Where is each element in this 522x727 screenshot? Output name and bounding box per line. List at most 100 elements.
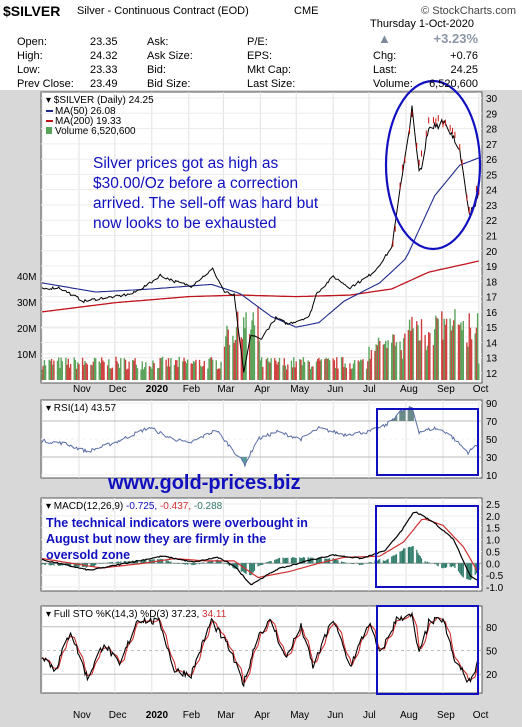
bid-label: Bid: [147,64,166,76]
last-value: 24.25 [450,64,478,76]
y-tick-label: 25 [486,170,498,181]
y-tick-label: 1.5 [486,524,500,535]
volume-bar [468,313,470,380]
y-tick-label: 19 [486,262,498,273]
volume-bar [215,360,217,380]
volume-bar [336,357,338,380]
volume-bar [128,361,130,380]
volume-bar [345,367,348,380]
volume-bar [287,364,289,380]
volume-bar [334,367,337,380]
volume-bar [291,367,294,380]
volume-tick-label: 40M [17,272,36,283]
volume-bar [418,340,420,380]
volume-bar [262,366,264,380]
stochastic-k-line [41,611,480,688]
legend-stochastic: ▾ Full STO %K(14,3) %D(3) 37.23, 34.11 [46,609,227,620]
volume-bar [400,350,402,380]
volume-bar [377,337,380,380]
volume-bar [242,317,245,380]
open-value: 23.35 [90,36,118,48]
volume-bar [75,368,78,380]
ma200-line [41,260,479,313]
highlight-box-stochastic [376,605,479,695]
volume-bar [58,357,60,380]
macd-note: The technical indicators were overbought… [46,515,308,563]
volume-tick-label: 20M [17,324,36,335]
x-tick-label: 2020 [146,384,169,395]
volume-bar [245,312,247,380]
legend-price: ▾ $SILVER (Daily) 24.25 [46,95,154,106]
volume-bar [419,340,422,380]
volume-bar [211,359,214,380]
symbol-title: $SILVER [3,3,61,19]
volume-bar [319,360,321,380]
up-arrow-icon: ▲ [378,31,391,46]
volume-bar [337,368,339,380]
legend-rsi: ▾ RSI(14) 43.57 [46,403,116,414]
volume-bar [84,360,86,380]
prevclose-label: Prev Close: [17,78,74,90]
volume-bar [258,340,260,380]
volume-bar [186,359,189,380]
volume-bar [52,364,54,380]
volume-bar [416,321,418,380]
volume-bar [83,364,85,380]
volume-bar [134,358,136,380]
volume-bar [332,358,334,380]
volume-bar [160,358,163,380]
volume-value: 6,520,600 [429,78,478,90]
volume-bar [232,335,234,380]
x-tick-label: Jul [363,384,376,395]
volume-bar [44,365,47,380]
highlight-box-macd [375,505,479,588]
volume-bar [478,363,480,380]
volume-bar [151,368,153,380]
volume-bar [226,325,228,380]
volume-bar [307,360,309,380]
open-label: Open: [17,36,47,48]
volume-bar [209,357,211,380]
volume-bar [227,329,229,380]
lastsize-label: Last Size: [247,78,296,90]
volume-bar [475,327,478,380]
volume-bar [325,357,327,380]
volume-bar [165,359,167,380]
volume-bar [320,359,322,380]
y-tick-label: 22 [486,216,498,227]
volume-bar [166,366,169,380]
volume-bar [59,368,61,380]
volume-bar [476,313,479,380]
volume-bar [208,358,210,380]
volume-bar [327,358,330,380]
volume-bar [392,334,394,380]
volume-bar [326,358,328,380]
volume-bar [142,369,145,380]
volume-bar [466,342,468,380]
y-tick-label: 21 [486,232,498,243]
volume-bar [269,362,271,380]
y-tick-label: 80 [486,623,498,634]
volume-bar [259,360,262,380]
volume-bar [109,368,111,380]
volume-bar [449,318,451,380]
volume-bar [340,357,343,380]
volume-bar [203,361,206,380]
volume-bar [210,357,213,380]
volume-bar [225,336,227,380]
volume-bar [159,357,161,380]
y-tick-label: 30 [486,94,498,105]
volume-bar [167,358,170,380]
volume-bar [315,361,318,380]
volume-bar [395,342,398,380]
y-tick-label: 0.5 [486,547,500,558]
volume-bar [454,309,456,380]
volume-bar [240,337,243,380]
volume-bar [198,359,201,380]
volume-bar [386,348,388,380]
y-tick-label: 13 [486,354,498,365]
volume-bar [407,329,410,380]
volume-bar [390,342,393,380]
x-tick-label: May [290,710,309,721]
macd-note-line: August but now they are firmly in the [46,532,267,546]
